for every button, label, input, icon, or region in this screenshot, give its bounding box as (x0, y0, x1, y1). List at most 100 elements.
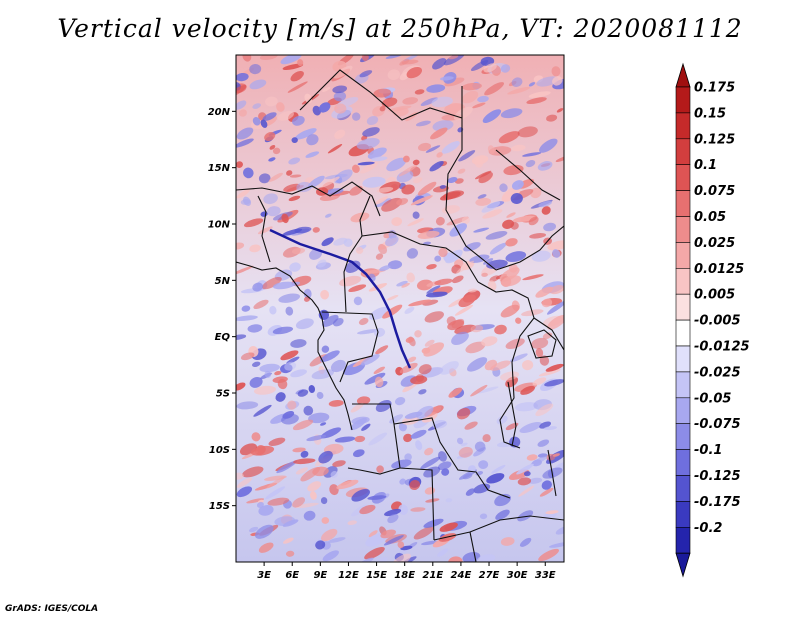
velocity-cell (438, 451, 447, 462)
velocity-cell (375, 253, 384, 260)
velocity-cell (495, 509, 510, 520)
velocity-cell (413, 526, 434, 540)
velocity-cell (330, 359, 346, 373)
velocity-cell (440, 76, 454, 81)
velocity-cell (406, 272, 415, 283)
velocity-cell (236, 242, 245, 250)
velocity-cell (293, 458, 316, 465)
velocity-cell (487, 280, 497, 291)
velocity-cell (285, 306, 294, 316)
colorbar-label: 0.05 (694, 210, 726, 225)
velocity-cell (368, 432, 388, 446)
border-niger-nigeria (257, 195, 271, 263)
velocity-cell (392, 553, 411, 562)
velocity-cell (275, 392, 286, 402)
velocity-cell (258, 505, 274, 516)
colorbar-swatch (675, 164, 691, 191)
velocity-cell (526, 97, 547, 105)
velocity-cell (318, 102, 331, 113)
velocity-cell (535, 403, 554, 417)
velocity-cell (552, 76, 563, 86)
velocity-cell (253, 385, 277, 395)
colorbar-swatch (675, 475, 691, 502)
velocity-cell (401, 282, 410, 288)
velocity-cell (393, 107, 409, 117)
velocity-cell (537, 161, 553, 171)
border-drc-south (352, 403, 511, 499)
velocity-cell (523, 471, 531, 477)
x-tick-label: 15E (366, 570, 387, 581)
velocity-cell (322, 550, 339, 562)
velocity-cell (306, 434, 327, 442)
velocity-cell (295, 318, 314, 330)
velocity-cell (421, 347, 431, 354)
velocity-cell (511, 180, 524, 190)
velocity-cell (456, 407, 471, 420)
velocity-cell (448, 387, 463, 398)
velocity-cell (386, 157, 407, 172)
velocity-cell (240, 199, 251, 205)
lake-tanganyika (507, 381, 517, 447)
velocity-cell (397, 541, 405, 549)
velocity-cell (412, 211, 420, 219)
velocity-cell (441, 141, 460, 154)
velocity-cell (465, 341, 486, 354)
velocity-cell (332, 460, 346, 467)
velocity-cell (416, 279, 434, 291)
velocity-cell (409, 479, 421, 491)
velocity-cell (500, 304, 520, 318)
colorbar-swatch (675, 293, 691, 321)
velocity-cell (297, 59, 304, 67)
velocity-cell (362, 127, 380, 137)
velocity-cell (267, 497, 290, 506)
velocity-cell (423, 241, 431, 245)
velocity-cell (243, 218, 264, 228)
y-tick-label: 20N (208, 107, 231, 118)
velocity-cell (484, 82, 505, 96)
colorbar-label: -0.1 (694, 443, 722, 458)
colorbar-label: 0.075 (694, 184, 735, 199)
velocity-cell (265, 96, 278, 107)
velocity-cell (464, 421, 478, 430)
velocity-cell (425, 498, 440, 503)
velocity-cell (482, 434, 491, 443)
velocity-cell (246, 498, 265, 504)
velocity-cell (295, 502, 319, 509)
velocity-cell (368, 530, 378, 538)
velocity-cell (364, 546, 385, 560)
velocity-cell (304, 93, 312, 104)
velocity-cell (556, 108, 564, 113)
colorbar-swatch (675, 138, 691, 166)
velocity-cell (547, 314, 564, 330)
velocity-cell (451, 331, 469, 346)
y-tick-label: 15N (208, 163, 231, 174)
velocity-cell (414, 89, 425, 95)
velocity-cell (496, 415, 508, 425)
velocity-cell (547, 240, 564, 251)
velocity-cell (300, 466, 321, 482)
velocity-cell (424, 311, 444, 323)
velocity-cell (358, 317, 369, 326)
velocity-cell (435, 216, 445, 226)
velocity-cell (374, 198, 392, 208)
velocity-cell (268, 172, 283, 182)
velocity-cell (417, 142, 432, 152)
velocity-cell (252, 361, 261, 368)
velocity-cell (291, 247, 306, 255)
velocity-cell (240, 352, 255, 361)
y-tick-label: 5S (216, 389, 230, 400)
velocity-cell (257, 226, 273, 235)
velocity-cell (287, 81, 308, 93)
velocity-cell (462, 473, 473, 480)
velocity-cell (236, 486, 253, 498)
velocity-cell (509, 263, 518, 273)
velocity-cell (539, 138, 558, 153)
velocity-cell (541, 206, 551, 215)
border-car (361, 231, 479, 283)
velocity-cell (320, 422, 327, 426)
velocity-cell (396, 198, 409, 206)
velocity-cell (352, 449, 365, 458)
velocity-cell (280, 350, 299, 361)
velocity-cell (374, 196, 388, 205)
velocity-cell (448, 55, 459, 60)
